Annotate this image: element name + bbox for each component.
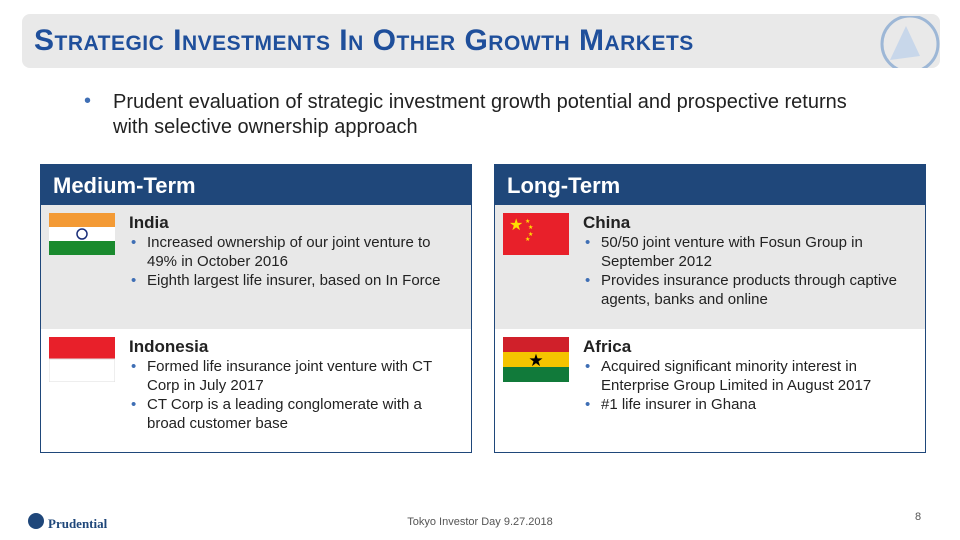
svg-text:★: ★: [525, 218, 530, 225]
country: Africa: [583, 337, 632, 356]
bullet-text: Acquired significant minority interest i…: [585, 357, 911, 395]
intro-text: Prudent evaluation of strategic investme…: [113, 91, 847, 138]
country: China: [583, 213, 631, 232]
panel-heading: Medium-Term: [41, 165, 471, 205]
footer-text: Tokyo Investor Day 9.27.2018: [407, 516, 553, 528]
country: Indonesia: [129, 337, 209, 356]
svg-text:★: ★: [528, 351, 543, 370]
row: Indonesia Formed life insurance joint ve…: [41, 329, 471, 452]
panel: Medium-Term India Increased ownership of…: [40, 164, 472, 453]
row: ★ Africa Acquired significant minority i…: [495, 329, 925, 452]
country: India: [129, 213, 169, 232]
bullet-text: Increased ownership of our joint venture…: [131, 233, 457, 271]
row: ★★★★★ China 50/50 joint venture with Fos…: [495, 205, 925, 330]
bullet-text: 50/50 joint venture with Fosun Group in …: [585, 233, 911, 271]
page-number: 8: [915, 511, 922, 523]
svg-text:★: ★: [528, 231, 533, 238]
logo-text: Prudential: [48, 516, 108, 531]
bullet-text: CT Corp is a leading conglomerate with a…: [131, 395, 457, 433]
flag-india: [49, 213, 115, 255]
svg-text:★: ★: [525, 236, 530, 243]
logo-mark: [880, 16, 940, 68]
bullet-text: #1 life insurer in Ghana: [585, 395, 911, 414]
row: India Increased ownership of our joint v…: [41, 205, 471, 330]
flag-ghana: ★: [503, 337, 569, 382]
bullet: •: [84, 90, 92, 112]
flag-china: ★ ★★★★: [503, 213, 569, 255]
panel: Long-Term ★★★★★ China 50/50 joint ventur…: [494, 164, 926, 453]
title: Strategic Investments In Other Growth Ma…: [34, 24, 694, 57]
svg-text:★: ★: [528, 224, 533, 231]
bullet-list: 50/50 joint venture with Fosun Group in …: [583, 233, 911, 309]
bullet-text: Provides insurance products through capt…: [585, 271, 911, 309]
title-bar: [22, 14, 940, 68]
bullet-text: Eighth largest life insurer, based on In…: [131, 271, 457, 290]
bullet-list: Acquired significant minority interest i…: [583, 357, 911, 414]
flag-indonesia: [49, 337, 115, 382]
panel-heading: Long-Term: [495, 165, 925, 205]
bullet-list: Increased ownership of our joint venture…: [129, 233, 457, 290]
bullet-list: Formed life insurance joint venture with…: [129, 357, 457, 433]
svg-text:★: ★: [509, 217, 523, 234]
bullet-text: Formed life insurance joint venture with…: [131, 357, 457, 395]
logo-icon: [28, 513, 44, 529]
